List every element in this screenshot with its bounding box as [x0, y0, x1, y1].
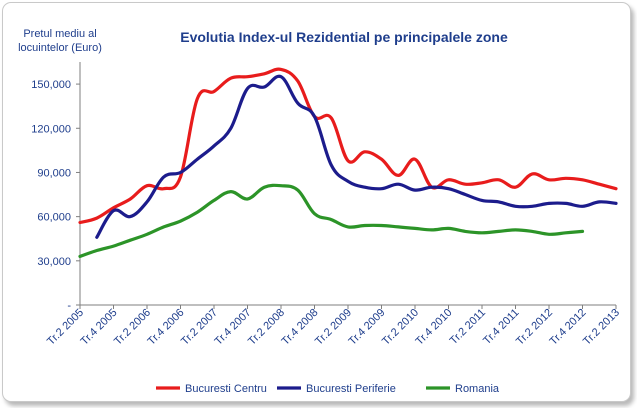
y-tick-label: 60,000 [37, 212, 71, 224]
legend-label-1: Bucuresti Centru [185, 383, 267, 395]
series-line-3 [78, 183, 585, 258]
y-tick-label: 90,000 [37, 167, 71, 179]
y-axis-label-line-2: locuintelor (Euro) [18, 42, 102, 54]
y-axis-label-line-1: Pretul mediu al [23, 28, 96, 40]
series-line-1 [78, 67, 618, 225]
y-tick-label: 120,000 [31, 123, 71, 135]
y-tick-label: - [67, 300, 71, 312]
legend: Bucuresti Centru Bucuresti Periferie Roman… [156, 383, 500, 395]
series-line-2 [95, 74, 618, 239]
series-lines [78, 67, 618, 258]
chart-title: Evolutia Index-ul Rezidential pe princip… [180, 29, 508, 45]
y-ticks: - 30,000 60,000 90,000 120,000 150,000 [31, 79, 80, 312]
legend-label-2: Bucuresti Periferie [306, 383, 396, 395]
chart-frame [2, 2, 631, 402]
y-tick-label: 30,000 [37, 256, 71, 268]
x-tick-label: Tr.4 2010 [414, 307, 455, 348]
x-tick-label: Tr.2 2011 [448, 307, 488, 347]
legend-label-3: Romania [455, 383, 500, 395]
x-tick-label: Tr.2 2013 [581, 307, 622, 348]
y-tick-label: 150,000 [31, 79, 71, 91]
